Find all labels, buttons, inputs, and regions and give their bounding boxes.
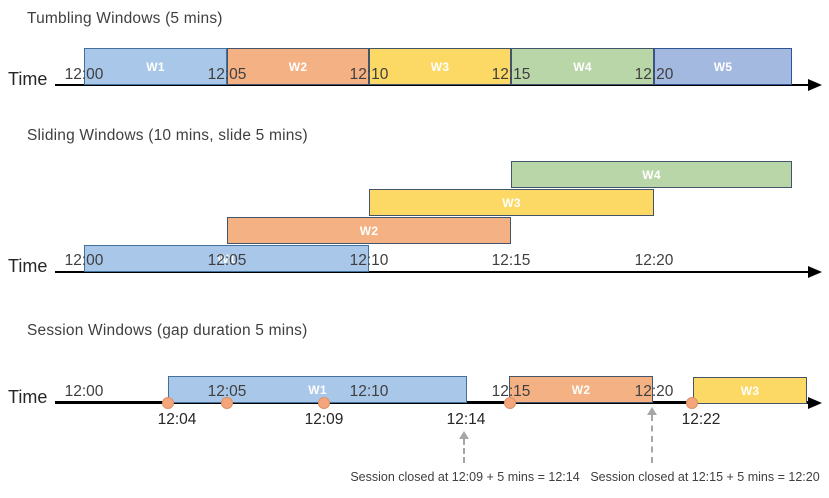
sliding-tick-label: 12:15 [491, 252, 531, 269]
session-closed-annotation: Session closed at 12:09 + 5 mins = 12:14 [350, 470, 580, 484]
sliding-timeline-axis [55, 271, 808, 273]
sliding-window-w3: W3 [369, 189, 654, 216]
session-tick-label: 12:15 [491, 383, 531, 400]
sliding-tick-label: 12:05 [207, 252, 247, 269]
event-dot-icon [686, 396, 698, 409]
sliding-section-title: Sliding Windows (10 mins, slide 5 mins) [27, 127, 308, 144]
window-label: W5 [713, 59, 733, 74]
tumbling-window-w5: W5 [654, 48, 792, 85]
callout-arrow-line [463, 439, 465, 463]
tumbling-tick-label: 12:20 [634, 66, 674, 83]
event-dot-icon [318, 396, 330, 409]
window-label: W1 [146, 59, 165, 74]
sliding-tick-label: 12:00 [64, 252, 104, 269]
window-label: W2 [571, 382, 591, 397]
window-label: W4 [642, 167, 661, 182]
tumbling-timeline-axis [55, 84, 808, 86]
window-label: W1 [308, 382, 327, 397]
sliding-window-w4: W4 [511, 161, 792, 188]
session-tick-label: 12:20 [634, 383, 674, 400]
window-label: W1 [217, 251, 236, 266]
sliding-window-w2: W2 [227, 217, 511, 244]
session-tick-label: 12:00 [64, 383, 104, 400]
event-time-label: 12:22 [681, 411, 721, 428]
session-section-title: Session Windows (gap duration 5 mins) [27, 322, 308, 339]
tumbling-tick-label: 12:10 [349, 66, 389, 83]
window-label: W3 [740, 383, 760, 398]
tumbling-window-w1: W1 [84, 48, 227, 85]
callout-arrowhead-icon [647, 407, 657, 415]
window-label: W4 [573, 59, 592, 74]
tumbling-window-w4: W4 [511, 48, 654, 85]
tumbling-window-w2: W2 [227, 48, 369, 85]
callout-arrow-line [651, 415, 653, 463]
session-window-w3: W3 [693, 377, 807, 404]
window-label: W2 [359, 223, 379, 238]
sliding-axis-arrowhead-icon [808, 266, 822, 278]
event-time-label: 12:14 [446, 411, 486, 428]
window-label: W2 [288, 59, 308, 74]
window-label: W3 [430, 59, 450, 74]
sliding-window-w1: W1 [84, 245, 369, 272]
tumbling-axis-arrowhead-icon [808, 79, 822, 91]
sliding-tick-label: 12:10 [349, 252, 389, 269]
event-time-label: 12:04 [157, 411, 197, 428]
tumbling-window-w3: W3 [369, 48, 511, 85]
event-dot-icon [504, 396, 516, 409]
session-window-w1: W1 [168, 376, 467, 403]
session-axis-arrowhead-icon [808, 396, 822, 409]
session-time-axis-title: Time [8, 387, 48, 407]
session-window-w2: W2 [509, 376, 653, 403]
session-closed-annotation: Session closed at 12:15 + 5 mins = 12:20 [590, 470, 820, 484]
tumbling-section-title: Tumbling Windows (5 mins) [27, 10, 223, 27]
session-tick-label: 12:10 [349, 383, 389, 400]
sliding-time-axis-title: Time [8, 256, 48, 276]
session-tick-label: 12:05 [207, 383, 247, 400]
window-label: W3 [502, 195, 521, 210]
event-dot-icon [221, 396, 233, 409]
tumbling-tick-label: 12:00 [64, 66, 104, 83]
tumbling-tick-label: 12:05 [207, 66, 247, 83]
event-time-label: 12:09 [304, 411, 344, 428]
tumbling-tick-label: 12:15 [491, 66, 531, 83]
callout-arrowhead-icon [459, 431, 469, 439]
sliding-tick-label: 12:20 [634, 252, 674, 269]
tumbling-time-axis-title: Time [8, 69, 48, 89]
event-dot-icon [162, 396, 174, 409]
